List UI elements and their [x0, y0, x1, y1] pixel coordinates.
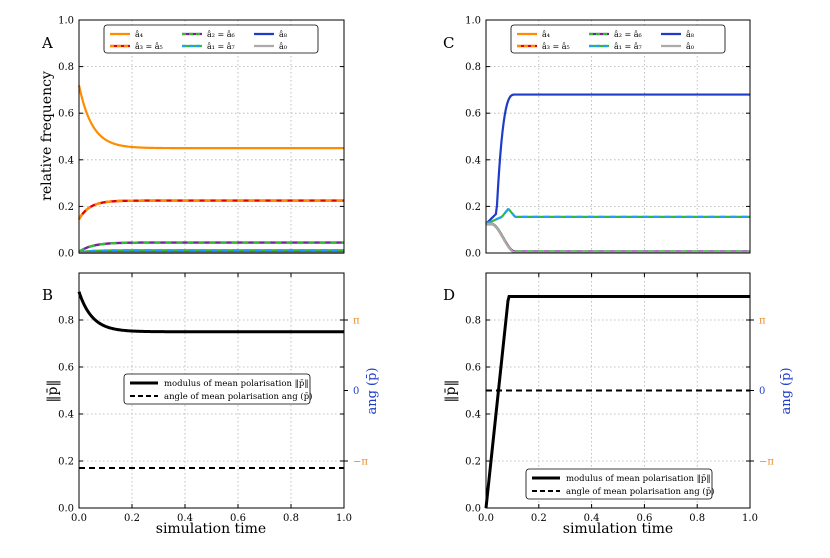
panel-label-a: A [41, 34, 53, 52]
y-axis-label-d: ‖p̄‖ [443, 380, 459, 403]
y-tick-label: 0.4 [465, 155, 481, 166]
series-lines-a [79, 85, 344, 253]
y-tick-label: 0.2 [58, 457, 74, 468]
y-tick-label: 0.8 [465, 316, 481, 327]
legend-label: â₁ = â₇ [614, 42, 642, 51]
legend-label: â₈ [686, 30, 694, 39]
right-tick-label: −π [353, 457, 368, 468]
y-tick-label: 1.0 [58, 16, 74, 27]
y-tick-label: 0.6 [58, 363, 74, 374]
y-axis-label-b: ‖p̄‖ [45, 380, 61, 403]
legend-label: â₁ = â₇ [207, 42, 235, 51]
series-line-1 [486, 95, 750, 224]
y-tick-label: 0.4 [58, 155, 74, 166]
x-tick-label: 0.8 [689, 513, 705, 524]
legend-label: â₃ = â₅ [542, 42, 570, 51]
x-tick-label: 0.8 [283, 513, 299, 524]
series-line-6 [486, 224, 750, 252]
y-tick-label: 0.8 [58, 62, 74, 73]
panel-label-d: D [443, 286, 455, 304]
legend-label: â₂ = â₆ [207, 30, 235, 39]
legend-label: modulus of mean polarisation ‖p̄‖ [164, 379, 309, 389]
series-line-4 [486, 224, 750, 252]
legend-a: â₄ â₂ = â₆ â₈ â₃ = â₅ â₁ = â₇ â₀ [104, 25, 318, 53]
y-tick-label: 0.8 [58, 316, 74, 327]
y-tick-label: 0.4 [58, 410, 74, 421]
x-tick-label: 0.0 [478, 513, 494, 524]
right-tick-label: π [353, 316, 360, 327]
legend-label: â₄ [135, 30, 143, 39]
x-tick-label: 0.2 [531, 513, 547, 524]
right-tick-label: π [759, 316, 766, 327]
y-tick-label: 0.6 [58, 109, 74, 120]
legend-label: angle of mean polarisation ang (p̄) [566, 486, 714, 497]
grid-a [79, 20, 344, 253]
y-ticks-b: 0.00.20.40.60.8 [58, 316, 344, 515]
legend-label: â₂ = â₆ [614, 30, 642, 39]
y-tick-label: 0.0 [465, 249, 481, 260]
panel-label-c: C [443, 34, 454, 52]
y-tick-label: 0.0 [58, 249, 74, 260]
series-line-1 [79, 85, 344, 148]
legend-d: modulus of mean polarisation ‖p̄‖ angle o… [526, 469, 714, 499]
legend-label: â₃ = â₅ [135, 42, 163, 51]
axes-frame-a [79, 20, 344, 253]
x-tick-label: 1.0 [336, 513, 352, 524]
series-line-4-base [486, 224, 750, 252]
y-tick-label: 0.2 [465, 202, 481, 213]
series-line-5-base [486, 224, 750, 252]
x-tick-label: 0.0 [71, 513, 87, 524]
legend-c: â₄ â₂ = â₆ â₈ â₃ = â₅ â₁ = â₇ â₀ [511, 25, 725, 53]
y-tick-label: 0.2 [465, 457, 481, 468]
panel-a: 0.00.20.40.60.81.0 A relative frequency … [39, 16, 344, 260]
panel-label-b: B [42, 286, 53, 304]
series-lines-c [486, 95, 750, 253]
right-tick-label: 0 [759, 386, 765, 397]
axes-frame-c [486, 20, 750, 253]
y-axis-label-a: relative frequency [39, 71, 55, 201]
y-tick-label: 1.0 [465, 16, 481, 27]
modulus-line [79, 292, 344, 332]
right-tick-label: 0 [353, 386, 359, 397]
x-tick-label: 0.2 [124, 513, 140, 524]
legend-label: angle of mean polarisation ang (p̄) [164, 391, 312, 402]
legend-label: â₄ [542, 30, 550, 39]
grid-c [486, 20, 750, 253]
series-line-3 [486, 224, 750, 252]
y-tick-label: 0.6 [465, 109, 481, 120]
x-axis-label-d: simulation time [563, 521, 673, 537]
right-ticks-d: π 0 −π [750, 316, 774, 468]
x-axis-label-b: simulation time [156, 521, 266, 537]
series-line-2 [79, 201, 344, 220]
y-axis-right-label-b: ang (p̄) [365, 367, 380, 414]
y-tick-label: 0.6 [465, 363, 481, 374]
legend-label: â₈ [279, 30, 287, 39]
legend-b: modulus of mean polarisation ‖p̄‖ angle o… [124, 374, 312, 404]
series-line-2-base [79, 201, 344, 220]
y-tick-label: 0.8 [465, 62, 481, 73]
y-tick-label: 0.4 [465, 410, 481, 421]
right-tick-label: −π [759, 457, 774, 468]
y-axis-right-label-d: ang (p̄) [779, 367, 794, 414]
series-line-5 [486, 224, 750, 252]
legend-label: â₀ [686, 42, 694, 51]
legend-label: modulus of mean polarisation ‖p̄‖ [566, 474, 711, 484]
x-tick-label: 1.0 [742, 513, 758, 524]
y-tick-label: 0.2 [58, 202, 74, 213]
legend-label: â₀ [279, 42, 287, 51]
